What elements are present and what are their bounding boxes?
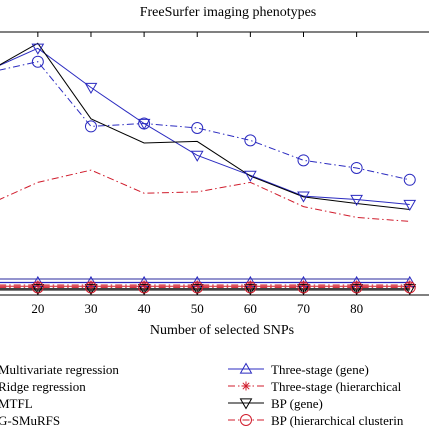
data-point — [297, 191, 310, 203]
data-point — [297, 284, 310, 296]
data-point — [31, 281, 44, 294]
x-tick-label: 70 — [297, 301, 310, 316]
data-point — [297, 154, 310, 167]
x-tick-label: 30 — [84, 301, 97, 316]
markers-layer — [31, 43, 417, 296]
data-point — [403, 199, 417, 212]
data-point — [297, 281, 310, 294]
series-line-10 — [0, 42, 410, 210]
legend-label: Multivariate regression — [0, 362, 119, 377]
plot-frame — [0, 31, 429, 296]
legend-label: Three-stage (hierarchical — [271, 379, 402, 394]
data-point — [84, 120, 97, 133]
x-axis-label: Number of selected SNPs — [150, 323, 294, 338]
legend-label: G-SMuRFS — [0, 413, 60, 428]
legend-label: Three-stage (gene) — [271, 362, 369, 377]
x-tick-label: 80 — [350, 301, 363, 316]
data-point — [84, 82, 98, 95]
data-point — [84, 281, 97, 294]
legend-marker — [239, 398, 253, 410]
legend: Multivariate regression Ridge regression M… — [0, 362, 404, 428]
data-point — [403, 284, 417, 296]
data-point — [31, 43, 45, 55]
series-layer — [0, 42, 410, 291]
data-point — [350, 161, 363, 174]
x-tick-label: 60 — [244, 301, 257, 316]
legend-label: Ridge regression — [0, 379, 86, 394]
legend-label: BP (gene) — [271, 396, 323, 411]
legend-marker — [241, 381, 251, 391]
data-point — [244, 284, 257, 296]
data-point — [350, 194, 363, 207]
x-tick-label: 50 — [191, 301, 204, 316]
data-point — [138, 281, 151, 294]
series-line-9 — [0, 61, 410, 181]
x-axis-ticks: 20 30 40 50 60 70 80 — [31, 32, 363, 316]
legend-marker — [240, 414, 252, 426]
data-point — [403, 281, 416, 294]
data-point — [138, 117, 151, 130]
data-point — [137, 118, 151, 131]
data-point — [244, 134, 257, 147]
x-tick-label: 40 — [138, 301, 151, 316]
data-point — [244, 281, 257, 294]
chart-title: FreeSurfer imaging phenotypes — [140, 5, 317, 20]
legend-label: MTFL — [0, 396, 33, 411]
data-point — [31, 284, 45, 296]
data-point — [31, 55, 44, 68]
data-point — [84, 284, 98, 296]
data-point — [191, 121, 204, 134]
legend-marker — [239, 362, 253, 374]
data-point — [350, 284, 363, 296]
data-point — [190, 150, 204, 162]
x-tick-label: 20 — [31, 301, 44, 316]
data-point — [191, 281, 204, 294]
series-line-8 — [0, 47, 410, 205]
data-point — [350, 281, 363, 294]
data-point — [244, 170, 257, 182]
series-line-11 — [0, 169, 410, 222]
legend-label: BP (hierarchical clusterin — [271, 413, 404, 428]
data-point — [190, 284, 204, 296]
data-point — [137, 284, 151, 296]
data-point — [403, 173, 416, 186]
